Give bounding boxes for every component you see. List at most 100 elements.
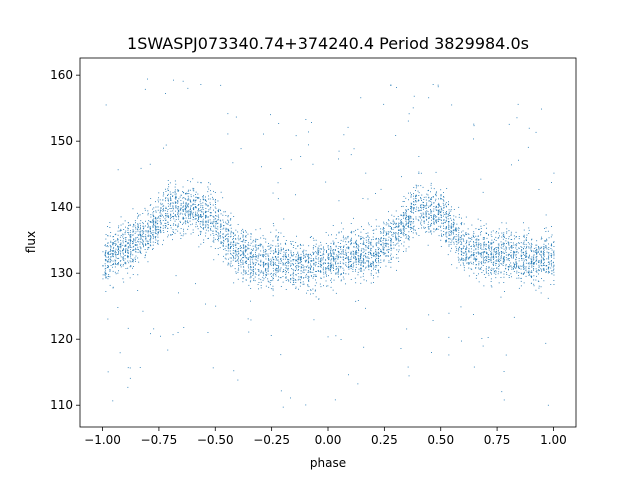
data-point [187,195,189,197]
data-point [486,237,488,239]
data-point [311,255,312,257]
data-point [428,231,430,233]
data-point [503,399,505,401]
data-point [400,233,402,234]
data-point [476,252,478,254]
data-point [250,242,252,244]
data-point [139,228,141,230]
data-point [397,242,399,244]
data-point [338,256,340,258]
data-point [270,247,272,249]
data-point [536,255,538,257]
data-point [183,192,185,194]
data-point [285,252,287,253]
data-point [192,203,194,205]
data-point [208,182,210,184]
data-point [140,236,142,237]
data-point [553,271,555,273]
data-point [130,252,131,254]
data-point [152,230,154,232]
data-point [475,267,477,268]
data-point [195,206,197,207]
data-point [147,241,149,242]
data-point [167,231,168,232]
data-point [548,267,549,269]
data-point [225,227,227,229]
data-point [351,230,353,232]
data-point [480,255,482,257]
data-point [257,245,259,246]
data-point [193,190,195,192]
data-point [488,274,490,276]
data-point [205,232,207,234]
data-point [110,247,112,249]
data-point [487,259,489,260]
data-point [178,209,180,211]
data-point [465,232,467,233]
data-point [180,212,182,214]
chart-title: 1SWASPJ073340.74+374240.4 Period 3829984… [127,34,529,53]
data-point [263,133,264,135]
data-point [189,213,191,215]
data-point [265,264,267,266]
data-point [518,260,520,262]
data-point [262,235,264,237]
data-point [291,255,292,257]
data-point [503,252,505,254]
data-point [550,254,552,256]
data-point [381,244,383,246]
data-point [273,278,274,279]
data-point [492,269,494,271]
data-point [178,206,180,208]
data-point [450,215,451,216]
data-point [383,259,385,261]
data-point [214,206,216,208]
data-point [503,235,505,237]
data-point [521,250,523,252]
data-point [350,240,352,242]
data-point [129,236,131,238]
data-point [222,214,224,216]
data-point [232,232,234,233]
data-point [267,264,269,265]
data-point [518,275,519,276]
data-point [290,252,292,254]
data-point [214,211,216,213]
data-point [113,256,114,258]
data-point [528,246,530,248]
data-point [310,266,312,268]
data-point [365,257,367,259]
data-point [528,267,530,269]
data-point [350,258,352,260]
data-point [538,287,540,289]
data-point [297,259,299,261]
data-point [441,208,443,210]
data-point [410,223,412,225]
data-point [495,256,497,258]
data-point [411,211,412,213]
data-point [250,256,252,257]
data-point [133,224,134,226]
data-point [109,270,111,272]
data-point [448,244,450,246]
data-point [313,276,315,277]
data-point [187,180,189,181]
data-point [287,249,289,250]
data-point [391,214,393,216]
data-point [135,244,137,246]
data-point [122,257,124,259]
data-point [155,229,157,230]
data-point [482,265,484,266]
data-point [482,237,484,238]
data-point [205,221,207,223]
data-point [207,227,209,229]
data-point [338,246,340,247]
data-point [360,237,361,239]
data-point [365,245,366,246]
data-point [502,243,504,245]
data-point [533,269,534,271]
data-point [448,226,450,228]
data-point [127,251,129,253]
data-point [212,222,214,224]
data-point [513,253,515,255]
